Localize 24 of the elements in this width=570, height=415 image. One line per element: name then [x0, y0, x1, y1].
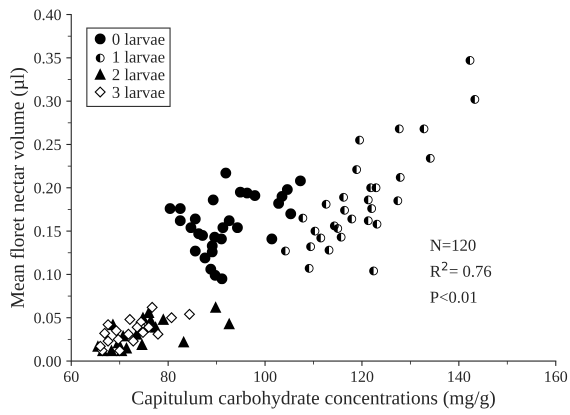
y-tick-label: 0.10 [34, 269, 61, 280]
y-tick-label: 0.00 [34, 356, 61, 367]
x-tick-label: 80 [160, 371, 176, 382]
annotation: R$^{2}$= 0.76 [430, 262, 492, 277]
x-tick-label: 120 [351, 371, 374, 382]
x-axis-title: Capitulum carbohydrate concentrations (mg/g) [132, 390, 495, 408]
y-tick-label: 0.05 [34, 312, 61, 324]
x-tick-label: 160 [545, 371, 568, 382]
annotation: N=120 [430, 240, 476, 251]
y-axis-title: Mean floret nectar volume (µl) [10, 68, 28, 308]
y-tick-label: 0.40 [34, 9, 61, 20]
x-tick-label: 60 [64, 371, 79, 382]
x-tick-label: 100 [254, 371, 276, 382]
y-tick-label: 0.25 [34, 139, 61, 150]
y-tick-label: 0.35 [34, 52, 61, 64]
y-tick-label: 0.15 [34, 226, 61, 237]
legend-label: 1 larvae [113, 50, 164, 63]
legend-label: 2 larvae [112, 68, 164, 80]
y-tick-label: 0.20 [34, 182, 61, 194]
legend-label: 0 larvae [112, 33, 164, 45]
annotation: P<0.01 [430, 292, 477, 303]
x-tick-label: 140 [448, 371, 470, 382]
y-tick-label: 0.30 [34, 96, 61, 107]
legend-label: 3 larvae [112, 86, 164, 98]
